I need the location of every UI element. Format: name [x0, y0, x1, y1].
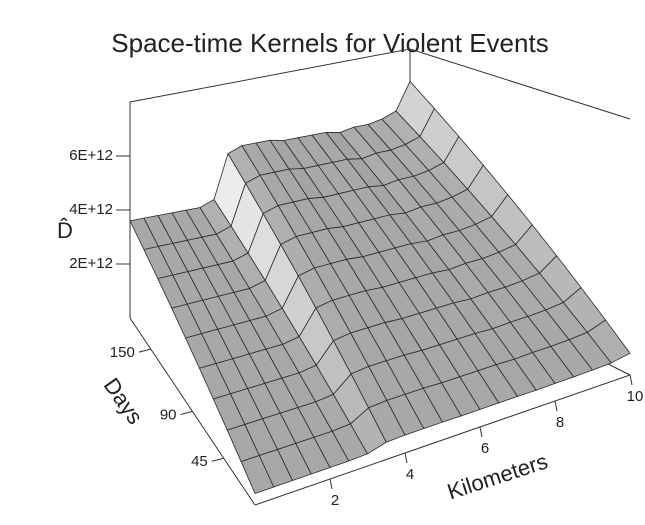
box-edge: [254, 374, 631, 506]
x-tick: [479, 426, 483, 438]
chart-title: Space-time Kernels for Violent Events: [111, 28, 548, 58]
y-tick: [180, 411, 193, 415]
y-tick: [211, 457, 224, 462]
x-tick: [554, 400, 558, 412]
surface-cell: [586, 319, 631, 364]
y-tick-label: 150: [110, 344, 135, 361]
y-tick-label: 45: [191, 453, 208, 470]
box-edge: [409, 48, 631, 120]
y-tick: [138, 348, 151, 353]
x-axis-label: Kilometers: [444, 448, 551, 504]
y-tick-label: 90: [160, 406, 177, 423]
x-tick: [629, 374, 633, 386]
x-tick-label: 2: [331, 492, 339, 509]
z-axis-label: D̂: [57, 218, 73, 243]
z-tick-label: 6E+12: [69, 147, 113, 164]
y-axis-label: Days: [99, 373, 148, 428]
z-tick-label: 4E+12: [69, 201, 113, 218]
x-tick: [404, 452, 408, 464]
x-tick-label: 6: [481, 440, 489, 457]
box-edge: [129, 48, 411, 103]
x-tick-label: 10: [627, 388, 644, 405]
z-tick-label: 2E+12: [69, 255, 113, 272]
x-tick-label: 4: [406, 466, 414, 483]
x-tick-label: 8: [556, 414, 564, 431]
x-tick: [329, 478, 333, 490]
